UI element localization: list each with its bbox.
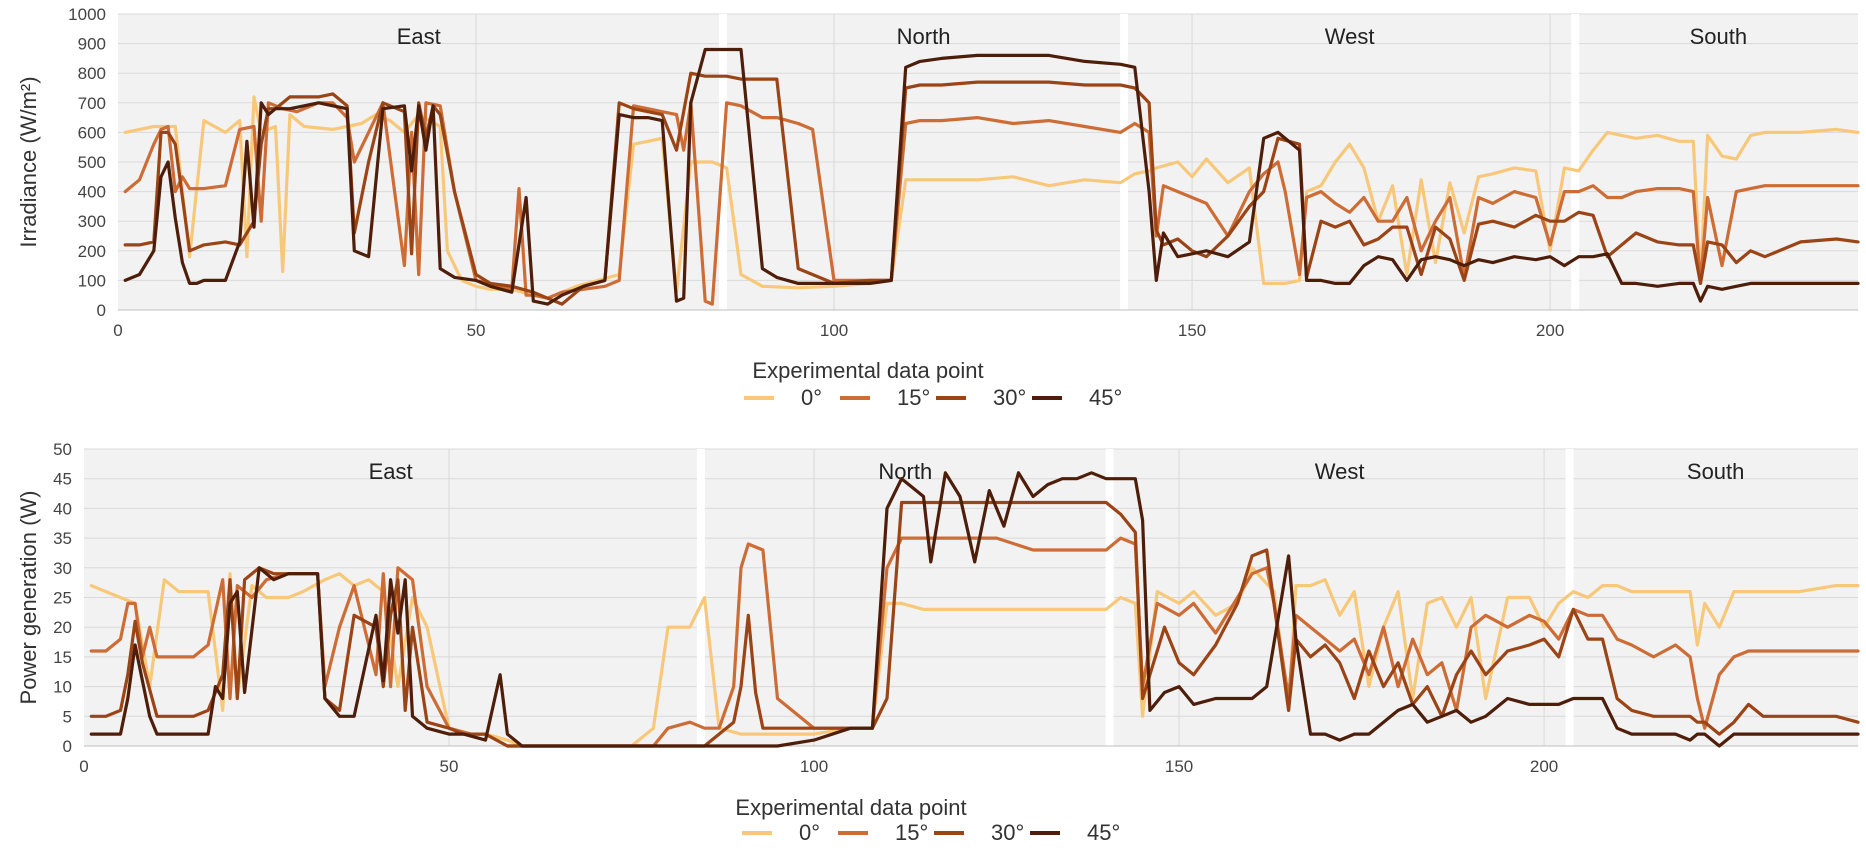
legend-label: 0° [801,385,822,410]
y-tick-label: 400 [78,183,106,202]
y-tick-label: 10 [53,678,72,697]
section-label-west: West [1315,459,1365,484]
legend-label: 0° [799,820,820,845]
y-tick-label: 5 [63,707,72,726]
section-label-east: East [397,24,441,49]
series-line-1 [89,566,1860,748]
y-tick-label: 600 [78,123,106,142]
y-axis-title: Power generation (W) [16,491,41,705]
legend-item: 30° [934,820,1024,845]
section-separator [1105,449,1114,746]
section-label-south: South [1690,24,1748,49]
chart-1: East North West South0100200300400500600700… [16,5,1860,410]
section-label-south: South [1687,459,1745,484]
legend-item: 45° [1030,820,1120,845]
y-tick-label: 800 [78,64,106,83]
x-tick-label: 50 [467,321,486,340]
x-tick-label: 150 [1165,757,1193,776]
series-line-4 [89,471,1860,748]
legend-item: 0° [744,385,822,410]
section-label-east: East [369,459,413,484]
section-separator [696,449,705,746]
y-tick-label: 300 [78,212,106,231]
y-tick-label: 1000 [68,5,106,24]
y-tick-label: 700 [78,94,106,113]
y-tick-label: 15 [53,648,72,667]
section-label-north: North [897,24,951,49]
legend-item: 15° [838,820,928,845]
y-tick-label: 20 [53,618,72,637]
section-separator [1565,449,1574,746]
y-axis-title: Irradiance (W/m²) [16,76,41,247]
legend-label: 15° [895,820,928,845]
y-tick-label: 35 [53,529,72,548]
legend-item: 45° [1032,385,1122,410]
y-tick-label: 45 [53,470,72,489]
section-label-west: West [1325,24,1375,49]
section-separator [1120,14,1129,310]
legend-label: 15° [897,385,930,410]
legend-label: 45° [1089,385,1122,410]
y-tick-label: 200 [78,242,106,261]
x-tick-label: 0 [113,321,122,340]
legend-item: 0° [742,820,820,845]
y-tick-label: 30 [53,559,72,578]
x-tick-label: 100 [800,757,828,776]
legend-label: 30° [991,820,1024,845]
y-tick-label: 0 [63,737,72,756]
x-tick-label: 100 [820,321,848,340]
x-axis-title: Experimental data point [735,795,966,820]
legend-item: 30° [936,385,1026,410]
y-tick-label: 50 [53,440,72,459]
y-tick-label: 25 [53,589,72,608]
x-axis-title: Experimental data point [752,358,983,383]
x-tick-label: 0 [79,757,88,776]
series-line-3 [123,71,1860,306]
legend-label: 45° [1087,820,1120,845]
x-tick-label: 50 [440,757,459,776]
x-tick-label: 200 [1536,321,1564,340]
y-tick-label: 900 [78,35,106,54]
y-tick-label: 0 [97,301,106,320]
x-tick-label: 150 [1178,321,1206,340]
legend-item: 15° [840,385,930,410]
y-tick-label: 40 [53,499,72,518]
legend-label: 30° [993,385,1026,410]
section-separator [1571,14,1580,310]
y-tick-label: 500 [78,153,106,172]
y-tick-label: 100 [78,271,106,290]
x-tick-label: 200 [1530,757,1558,776]
series-line-4 [123,47,1860,306]
